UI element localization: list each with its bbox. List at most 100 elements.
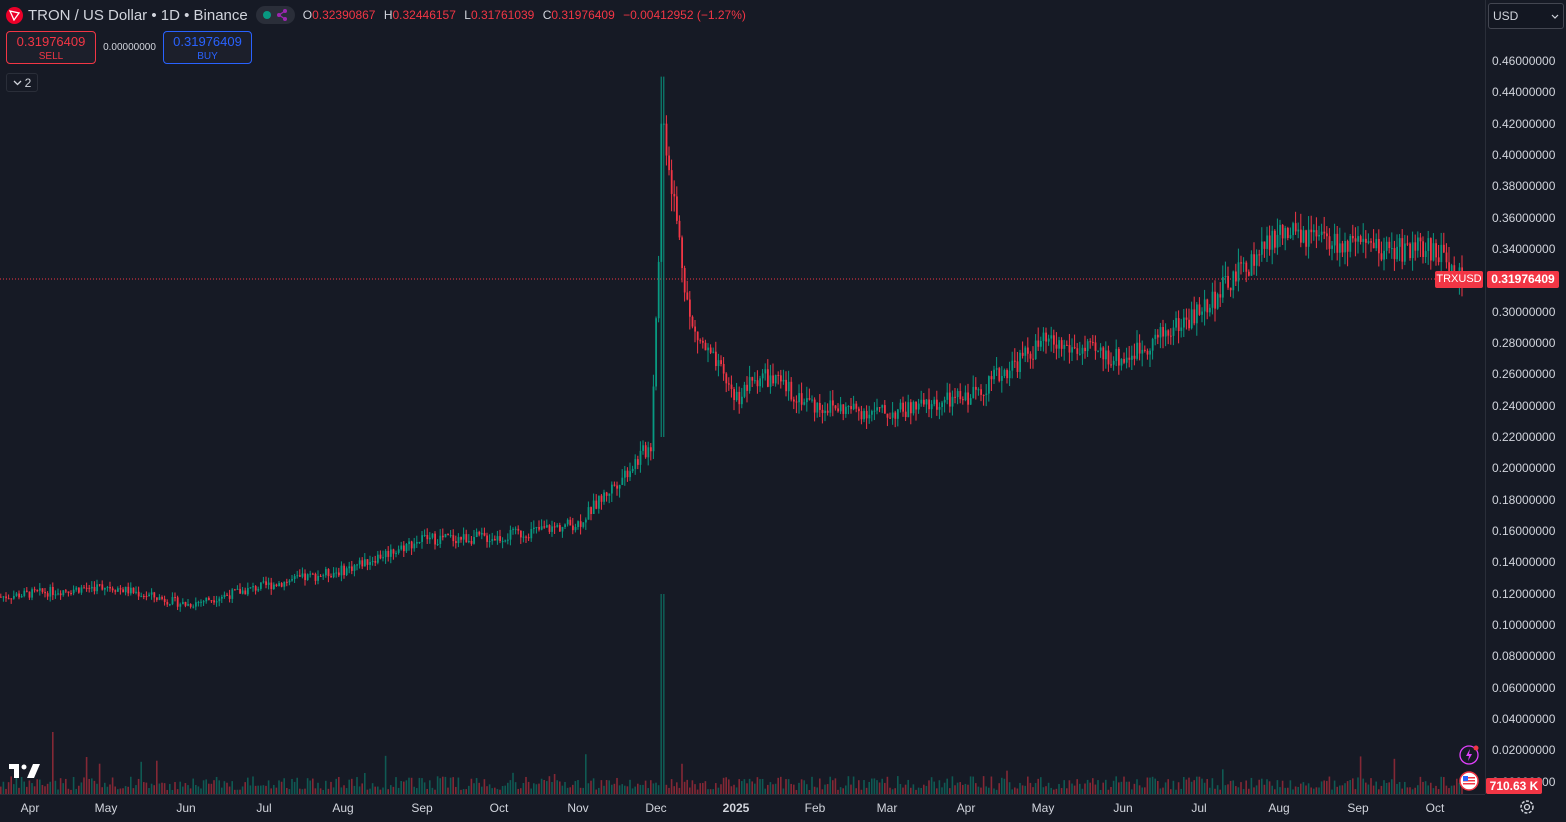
volume-bar [1141, 787, 1143, 794]
volume-bar [382, 787, 384, 794]
volume-bar [481, 786, 483, 794]
time-axis[interactable]: Apr May Jun Jul Aug Sep Oct Nov Dec 2025 Feb Mar Apr… [0, 794, 1485, 822]
volume-bar [338, 776, 340, 794]
volume-bar [637, 783, 639, 794]
volume-bar [689, 787, 691, 794]
volume-bar [1157, 780, 1159, 794]
candle-body [335, 572, 338, 574]
tron-logo-icon[interactable] [6, 6, 23, 24]
volume-bar [202, 780, 205, 794]
volume-bar [491, 788, 493, 794]
candle-body [379, 554, 382, 559]
volume-bar [1164, 782, 1167, 794]
candle-body [33, 589, 36, 591]
candle-body [1175, 318, 1177, 328]
candle-body [353, 565, 356, 571]
candle-body [166, 601, 169, 605]
volume-bar [876, 780, 878, 794]
candle-body [1008, 370, 1011, 379]
candle-body [1032, 358, 1034, 360]
time-label: Oct [1425, 801, 1445, 815]
volume-bar [444, 776, 447, 794]
volume-bar [431, 787, 434, 794]
volume-bar [135, 785, 137, 794]
gear-icon[interactable] [1518, 798, 1536, 816]
volume-bar [1453, 785, 1455, 794]
volume-bar [169, 783, 171, 794]
candle-body [23, 590, 26, 596]
volume-bar [192, 778, 194, 794]
price-chart-area[interactable] [0, 0, 1485, 794]
last-price-label: 0.31976409 [1487, 271, 1559, 288]
volume-bar [70, 789, 72, 794]
volume-bar [650, 780, 652, 794]
volume-bar [1341, 785, 1344, 794]
volume-bar [239, 789, 241, 794]
price-scale[interactable] [1485, 0, 1566, 794]
market-status-pill[interactable] [255, 6, 295, 24]
candle-body [228, 595, 231, 599]
volume-bar [410, 777, 413, 794]
candle-body [946, 392, 949, 400]
volume-bar [962, 784, 964, 794]
candle-body [442, 535, 444, 538]
candle-body [1424, 251, 1427, 258]
candle-body [275, 584, 278, 587]
volume-bar [915, 789, 917, 794]
candle-body [1063, 344, 1066, 349]
candle-body [704, 342, 707, 351]
candle-body [1214, 291, 1216, 309]
candle-body [499, 536, 501, 542]
volume-bar [540, 778, 543, 794]
candle-body [1422, 241, 1424, 258]
volume-bar [215, 776, 218, 794]
alert-bolt-icon[interactable] [1458, 744, 1480, 766]
candle-body [200, 601, 202, 603]
volume-bar [899, 784, 902, 794]
candle-body [1133, 355, 1136, 359]
candle-body [902, 402, 904, 412]
candle-body [1209, 307, 1211, 313]
volume-bar [413, 786, 415, 794]
candle-body [449, 535, 452, 537]
candle-body [1271, 230, 1274, 250]
volume-bar [442, 776, 444, 794]
volume-bar [998, 783, 1000, 794]
price-tick: 0.04000000 [1492, 711, 1556, 726]
candle-body [787, 381, 790, 392]
candle-body [1354, 238, 1357, 242]
indicators-toggle-button[interactable]: 2 [6, 73, 38, 92]
us-flag-icon[interactable] [1458, 770, 1480, 792]
candle-body [1284, 227, 1287, 239]
sell-button[interactable]: 0.31976409 SELL [6, 31, 96, 64]
candle-body [1357, 236, 1359, 242]
candle-body [1001, 375, 1003, 381]
volume-bar [1094, 784, 1097, 794]
volume-bar [808, 789, 811, 794]
candle-body [1162, 327, 1164, 337]
tradingview-logo-icon[interactable] [9, 762, 41, 780]
volume-bar [527, 781, 530, 794]
volume-bar [1346, 781, 1349, 794]
candle-body [642, 445, 644, 451]
volume-bar [995, 789, 998, 794]
candle-body [1359, 236, 1362, 242]
symbol-title[interactable]: TRON / US Dollar • 1D • Binance [28, 6, 248, 24]
candle-body [405, 543, 408, 552]
candle-body [36, 590, 39, 592]
candle-body [416, 542, 418, 544]
volume-bar [1144, 787, 1146, 794]
buy-button[interactable]: 0.31976409 BUY [163, 31, 252, 64]
time-label: Sep [1347, 801, 1369, 815]
volume-bar [678, 787, 681, 794]
candle-body [1300, 229, 1302, 243]
volume-bar [148, 788, 150, 794]
candle-body [75, 587, 78, 590]
time-label: Mar [876, 801, 898, 815]
price-tick: 0.10000000 [1492, 617, 1556, 632]
volume-bar [260, 785, 262, 794]
candle-body [361, 560, 364, 567]
currency-select[interactable]: USD [1488, 3, 1564, 29]
candle-body [59, 593, 62, 596]
volume-bar [1411, 789, 1414, 794]
